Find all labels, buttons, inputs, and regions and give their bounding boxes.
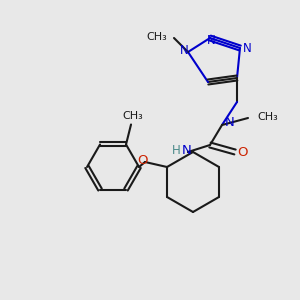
Text: O: O	[137, 154, 147, 167]
Text: N: N	[207, 34, 215, 47]
Text: N: N	[225, 116, 235, 128]
Text: CH₃: CH₃	[123, 112, 143, 122]
Text: N: N	[182, 143, 192, 157]
Text: H: H	[172, 143, 180, 157]
Text: N: N	[180, 44, 188, 56]
Text: N: N	[243, 41, 251, 55]
Text: CH₃: CH₃	[146, 32, 167, 42]
Text: O: O	[238, 146, 248, 158]
Text: CH₃: CH₃	[257, 112, 278, 122]
